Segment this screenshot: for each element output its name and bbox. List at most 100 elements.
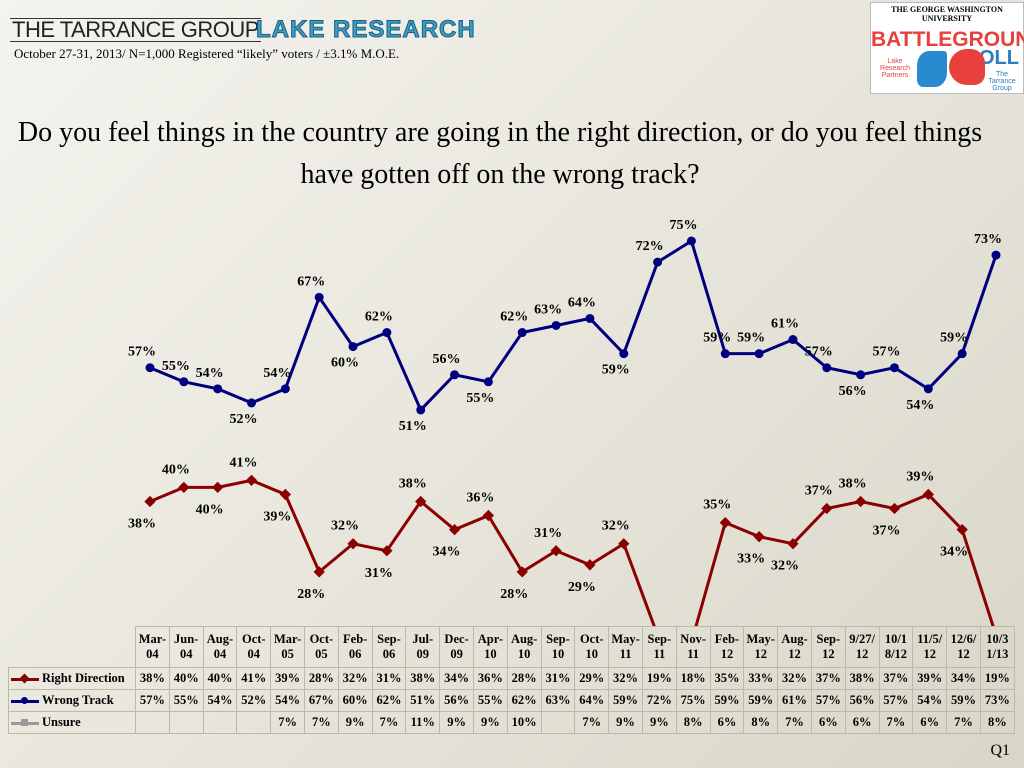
- table-cell: 40%: [202, 667, 238, 690]
- table-cell: 10%: [506, 711, 542, 734]
- slide-id: Q1: [990, 742, 1010, 759]
- logo-left-partner: Lake Research Partners: [880, 58, 910, 79]
- right-direction-data-label: 41%: [230, 455, 258, 470]
- table-cell: 31%: [371, 667, 407, 690]
- right-direction-data-label: 29%: [568, 580, 596, 595]
- survey-subtitle: October 27-31, 2013/ N=1,000 Registered …: [14, 46, 400, 61]
- legend-wrong-track: Wrong Track: [8, 689, 136, 712]
- table-cell: 36%: [472, 667, 508, 690]
- wrong-track-data-label: 73%: [974, 232, 1002, 247]
- right-direction-data-label: 33%: [737, 552, 765, 567]
- logo-right-partner: The Tarrance Group: [988, 71, 1016, 92]
- right-direction-line: [149, 478, 995, 627]
- right-direction-point: [550, 545, 562, 557]
- right-direction-data-label: 37%: [872, 524, 900, 539]
- wrong-track-point: [483, 377, 493, 387]
- table-cell: 60%: [337, 689, 373, 712]
- table-cell: 9%: [439, 711, 474, 734]
- table-cell: 59%: [743, 689, 779, 712]
- category-label: 12/6/12: [946, 626, 981, 668]
- wrong-track-line: [149, 238, 998, 413]
- table-cell: 38%: [405, 667, 441, 690]
- category-label: Mar- 04: [135, 626, 170, 668]
- table-cell: 59%: [709, 689, 745, 712]
- wrong-track-data-label: 54%: [906, 398, 934, 413]
- wrong-track-point: [213, 384, 223, 394]
- right-direction-point: [584, 559, 596, 571]
- wrong-track-data-label: 56%: [433, 352, 461, 367]
- right-direction-point: [753, 531, 765, 543]
- table-cell: 37%: [810, 667, 846, 690]
- right-direction-point: [415, 495, 427, 508]
- table-cell: 9%: [472, 711, 508, 734]
- table-cell: 55%: [168, 689, 204, 712]
- wrong-track-data-label: 62%: [500, 310, 528, 325]
- wrong-track-data-label: 59%: [602, 363, 630, 378]
- table-cell: 8%: [743, 711, 779, 734]
- table-cell: 63%: [540, 689, 576, 712]
- category-label: 10/3 1/13: [979, 626, 1015, 668]
- wrong-track-point: [856, 370, 866, 380]
- table-cell: [202, 711, 238, 734]
- right-direction-point: [381, 545, 393, 557]
- table-cell: 54%: [270, 689, 305, 712]
- battleground-poll-logo: THE GEORGE WASHINGTON UNIVERSITY BATTLEG…: [870, 2, 1024, 94]
- legend-label: Wrong Track: [42, 693, 114, 707]
- category-label: Sep- 10: [540, 626, 576, 668]
- right-direction-point: [618, 538, 630, 550]
- table-cell: 18%: [675, 667, 711, 690]
- table-cell: 8%: [979, 711, 1015, 734]
- unsure-legend-square-icon: [11, 718, 39, 726]
- table-cell: [168, 711, 204, 734]
- logo-university: THE GEORGE WASHINGTON UNIVERSITY: [891, 5, 1003, 23]
- wrong-track-data-label: 57%: [805, 345, 833, 360]
- table-cell: 41%: [236, 667, 272, 690]
- table-cell: 52%: [236, 689, 272, 712]
- wrong-track-point: [314, 292, 324, 302]
- table-cell: 7%: [270, 711, 305, 734]
- legend-label: Right Direction: [42, 671, 125, 685]
- lake-research-logo: LAKE RESEARCH: [256, 16, 476, 44]
- right-direction-data-label: 28%: [500, 587, 528, 602]
- wrong-track-data-label: 54%: [263, 366, 291, 381]
- table-cell: 38%: [844, 667, 880, 690]
- wrong-track-point: [754, 349, 764, 359]
- wrong-track-data-label: 59%: [737, 331, 765, 346]
- wrong-track-point: [585, 313, 595, 323]
- category-label: Sep- 06: [371, 626, 407, 668]
- wrong-track-data-label: 61%: [771, 317, 799, 332]
- table-cell: 54%: [202, 689, 238, 712]
- right-direction-data-label: 31%: [534, 526, 562, 541]
- wrong-track-data-label: 63%: [534, 302, 562, 317]
- category-label: Oct- 05: [303, 626, 339, 668]
- wrong-track-data-label: 51%: [399, 419, 427, 434]
- wrong-track-point: [686, 236, 696, 246]
- category-label: Feb- 06: [337, 626, 373, 668]
- table-cell: 9%: [337, 711, 373, 734]
- wrong-track-point: [348, 342, 358, 352]
- right-direction-point: [448, 523, 461, 536]
- wrong-track-point: [247, 398, 257, 408]
- table-cell: 28%: [303, 667, 339, 690]
- right-direction-point: [719, 516, 731, 529]
- wrong-track-data-label: 57%: [128, 345, 156, 360]
- table-cell: 32%: [777, 667, 812, 690]
- wrong-track-point: [382, 328, 392, 338]
- wrong-track-data-label: 57%: [872, 345, 900, 360]
- legend-label: Unsure: [42, 715, 81, 729]
- table-cell: 7%: [878, 711, 914, 734]
- table-cell: 9%: [608, 711, 643, 734]
- right-direction-data-label: 31%: [365, 566, 393, 581]
- table-cell: 32%: [608, 667, 643, 690]
- wrong-track-point: [517, 328, 527, 338]
- category-label: Sep- 12: [810, 626, 846, 668]
- table-cell: 59%: [608, 689, 643, 712]
- wrong-track-point: [889, 363, 899, 373]
- right-direction-point: [178, 481, 190, 494]
- category-label: 9/27/12: [844, 626, 880, 668]
- table-cell: 19%: [979, 667, 1015, 690]
- right-direction-point: [212, 481, 224, 494]
- wrong-track-point: [551, 320, 561, 330]
- table-cell: 62%: [371, 689, 407, 712]
- table-cell: 75%: [675, 689, 711, 712]
